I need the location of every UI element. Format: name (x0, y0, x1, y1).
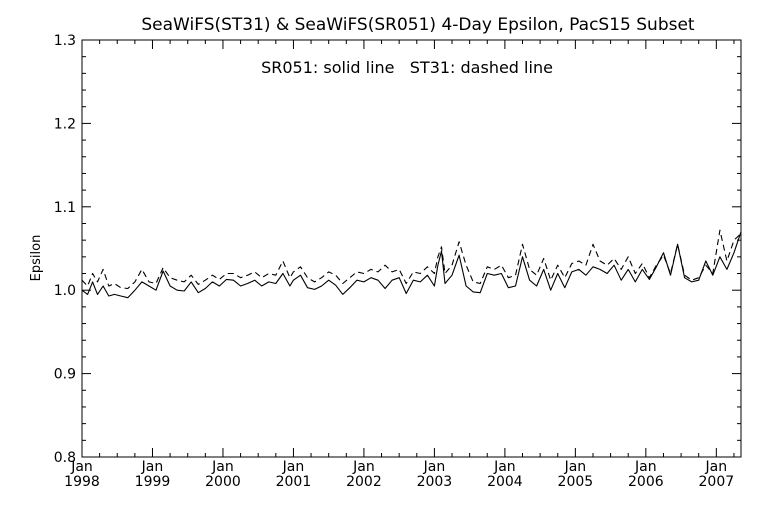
x-tick-month-label: Jan (211, 459, 234, 475)
st31-dashed-line (81, 229, 742, 290)
y-tick-label: 1.0 (54, 283, 76, 299)
y-tick-label: 1.2 (54, 116, 76, 132)
x-tick-year-label: 1999 (135, 474, 171, 490)
y-tick-label: 1.3 (54, 33, 76, 49)
x-tick-year-label: 2005 (558, 474, 594, 490)
x-tick-month-label: Jan (141, 459, 164, 475)
x-tick-year-label: 2003 (417, 474, 453, 490)
x-tick-month-label: Jan (493, 459, 516, 475)
line-style-annotation: SR051: solid line ST31: dashed line (261, 58, 553, 77)
x-tick-month-label: Jan (705, 459, 728, 475)
series-layer (81, 229, 742, 299)
x-tick-month-label: Jan (564, 459, 587, 475)
plot-frame (81, 39, 742, 458)
x-tick-year-label: 2000 (205, 474, 241, 490)
x-tick-year-label: 2002 (346, 474, 382, 490)
x-tick-month-label: Jan (70, 459, 93, 475)
y-axis-label: Epsilon (29, 235, 44, 282)
sr051-solid-line (81, 231, 742, 299)
x-tick-month-label: Jan (423, 459, 446, 475)
x-tick-year-label: 2006 (628, 474, 664, 490)
x-tick-year-label: 1998 (64, 474, 100, 490)
x-tick-month-label: Jan (634, 459, 657, 475)
x-tick-year-label: 2007 (699, 474, 735, 490)
x-tick-month-label: Jan (352, 459, 375, 475)
x-tick-year-label: 2001 (276, 474, 312, 490)
x-tick-month-label: Jan (282, 459, 305, 475)
y-tick-label: 0.8 (54, 450, 76, 466)
y-tick-label: 1.1 (54, 200, 76, 216)
axis-ticks: 0.80.91.01.11.21.3Jan1998Jan1999Jan2000J… (54, 33, 741, 490)
x-tick-year-label: 2004 (487, 474, 523, 490)
y-tick-label: 0.9 (54, 367, 76, 383)
chart-title: SeaWiFS(ST31) & SeaWiFS(SR051) 4-Day Eps… (141, 15, 695, 35)
